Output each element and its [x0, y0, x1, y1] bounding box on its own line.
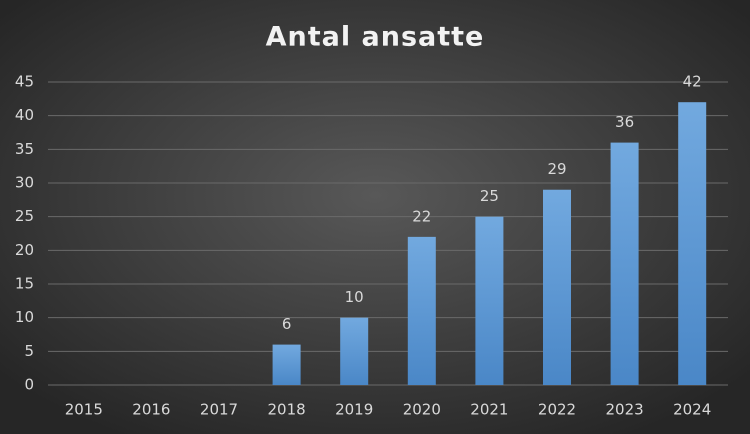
bar: [543, 189, 571, 385]
bar: [272, 344, 301, 385]
y-tick-label: 5: [24, 342, 34, 360]
x-tick-label: 2016: [132, 401, 170, 419]
x-tick-label: 2023: [606, 401, 644, 419]
y-tick-label: 15: [15, 275, 34, 293]
x-tick-label: 2018: [268, 401, 306, 419]
x-tick-label: 2019: [335, 401, 373, 419]
x-tick-label: 2022: [538, 401, 576, 419]
bar: [610, 142, 639, 385]
data-label: 10: [345, 288, 364, 306]
bar: [340, 317, 369, 385]
chart-title: Antal ansatte: [266, 22, 485, 53]
y-tick-label: 0: [24, 376, 34, 394]
y-tick-label: 30: [15, 174, 34, 192]
data-label: 22: [412, 207, 431, 225]
data-label: 6: [282, 315, 292, 333]
y-tick-label: 25: [15, 207, 34, 225]
bar: [407, 236, 436, 385]
data-label: 29: [547, 160, 566, 178]
y-tick-label: 45: [15, 73, 34, 91]
x-tick-label: 2021: [470, 401, 508, 419]
y-tick-label: 10: [15, 308, 34, 326]
y-tick-label: 35: [15, 140, 34, 158]
x-tick-label: 2015: [65, 401, 103, 419]
x-tick-label: 2024: [673, 401, 711, 419]
data-label: 25: [480, 187, 499, 205]
data-label: 36: [615, 113, 634, 131]
data-label: 42: [683, 73, 702, 91]
y-tick-label: 40: [15, 106, 34, 124]
y-tick-label: 20: [15, 241, 34, 259]
x-tick-label: 2020: [403, 401, 441, 419]
bar: [475, 216, 504, 385]
x-tick-label: 2017: [200, 401, 238, 419]
bar: [678, 102, 707, 385]
